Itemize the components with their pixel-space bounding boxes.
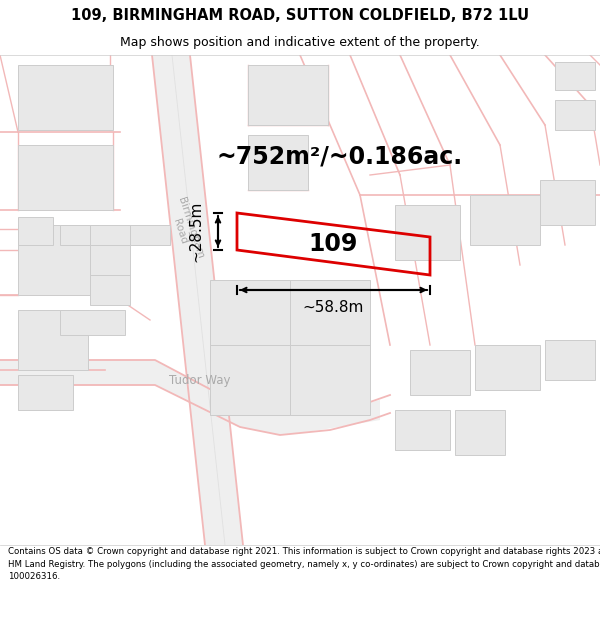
Polygon shape (0, 360, 380, 435)
Text: ~58.8m: ~58.8m (303, 301, 364, 316)
Text: Map shows position and indicative extent of the property.: Map shows position and indicative extent… (120, 36, 480, 49)
Bar (18, 225, 98, 295)
Bar (248, 65, 328, 125)
Bar (555, 62, 595, 90)
Bar (455, 410, 505, 455)
Text: Birmingham
Road: Birmingham Road (165, 196, 205, 264)
Bar (555, 100, 595, 130)
Bar (395, 205, 460, 260)
Bar (475, 345, 540, 390)
Bar (545, 340, 595, 380)
Text: 109, BIRMINGHAM ROAD, SUTTON COLDFIELD, B72 1LU: 109, BIRMINGHAM ROAD, SUTTON COLDFIELD, … (71, 8, 529, 23)
Text: ~752m²/~0.186ac.: ~752m²/~0.186ac. (217, 145, 463, 169)
Bar (18, 375, 73, 410)
Bar (248, 135, 308, 190)
Bar (18, 310, 88, 370)
Polygon shape (60, 225, 170, 305)
Polygon shape (152, 55, 225, 545)
Text: Contains OS data © Crown copyright and database right 2021. This information is : Contains OS data © Crown copyright and d… (8, 548, 600, 581)
Bar (470, 195, 540, 245)
Bar (395, 410, 450, 450)
Bar (18, 65, 113, 130)
Bar (540, 180, 595, 225)
Polygon shape (210, 280, 370, 415)
Text: Tudor Way: Tudor Way (169, 374, 231, 387)
Text: ~28.5m: ~28.5m (188, 201, 203, 262)
Bar (410, 350, 470, 395)
Bar (60, 310, 125, 335)
Bar (18, 145, 113, 210)
Polygon shape (172, 55, 243, 545)
Bar (18, 217, 53, 245)
Text: 109: 109 (309, 232, 358, 256)
